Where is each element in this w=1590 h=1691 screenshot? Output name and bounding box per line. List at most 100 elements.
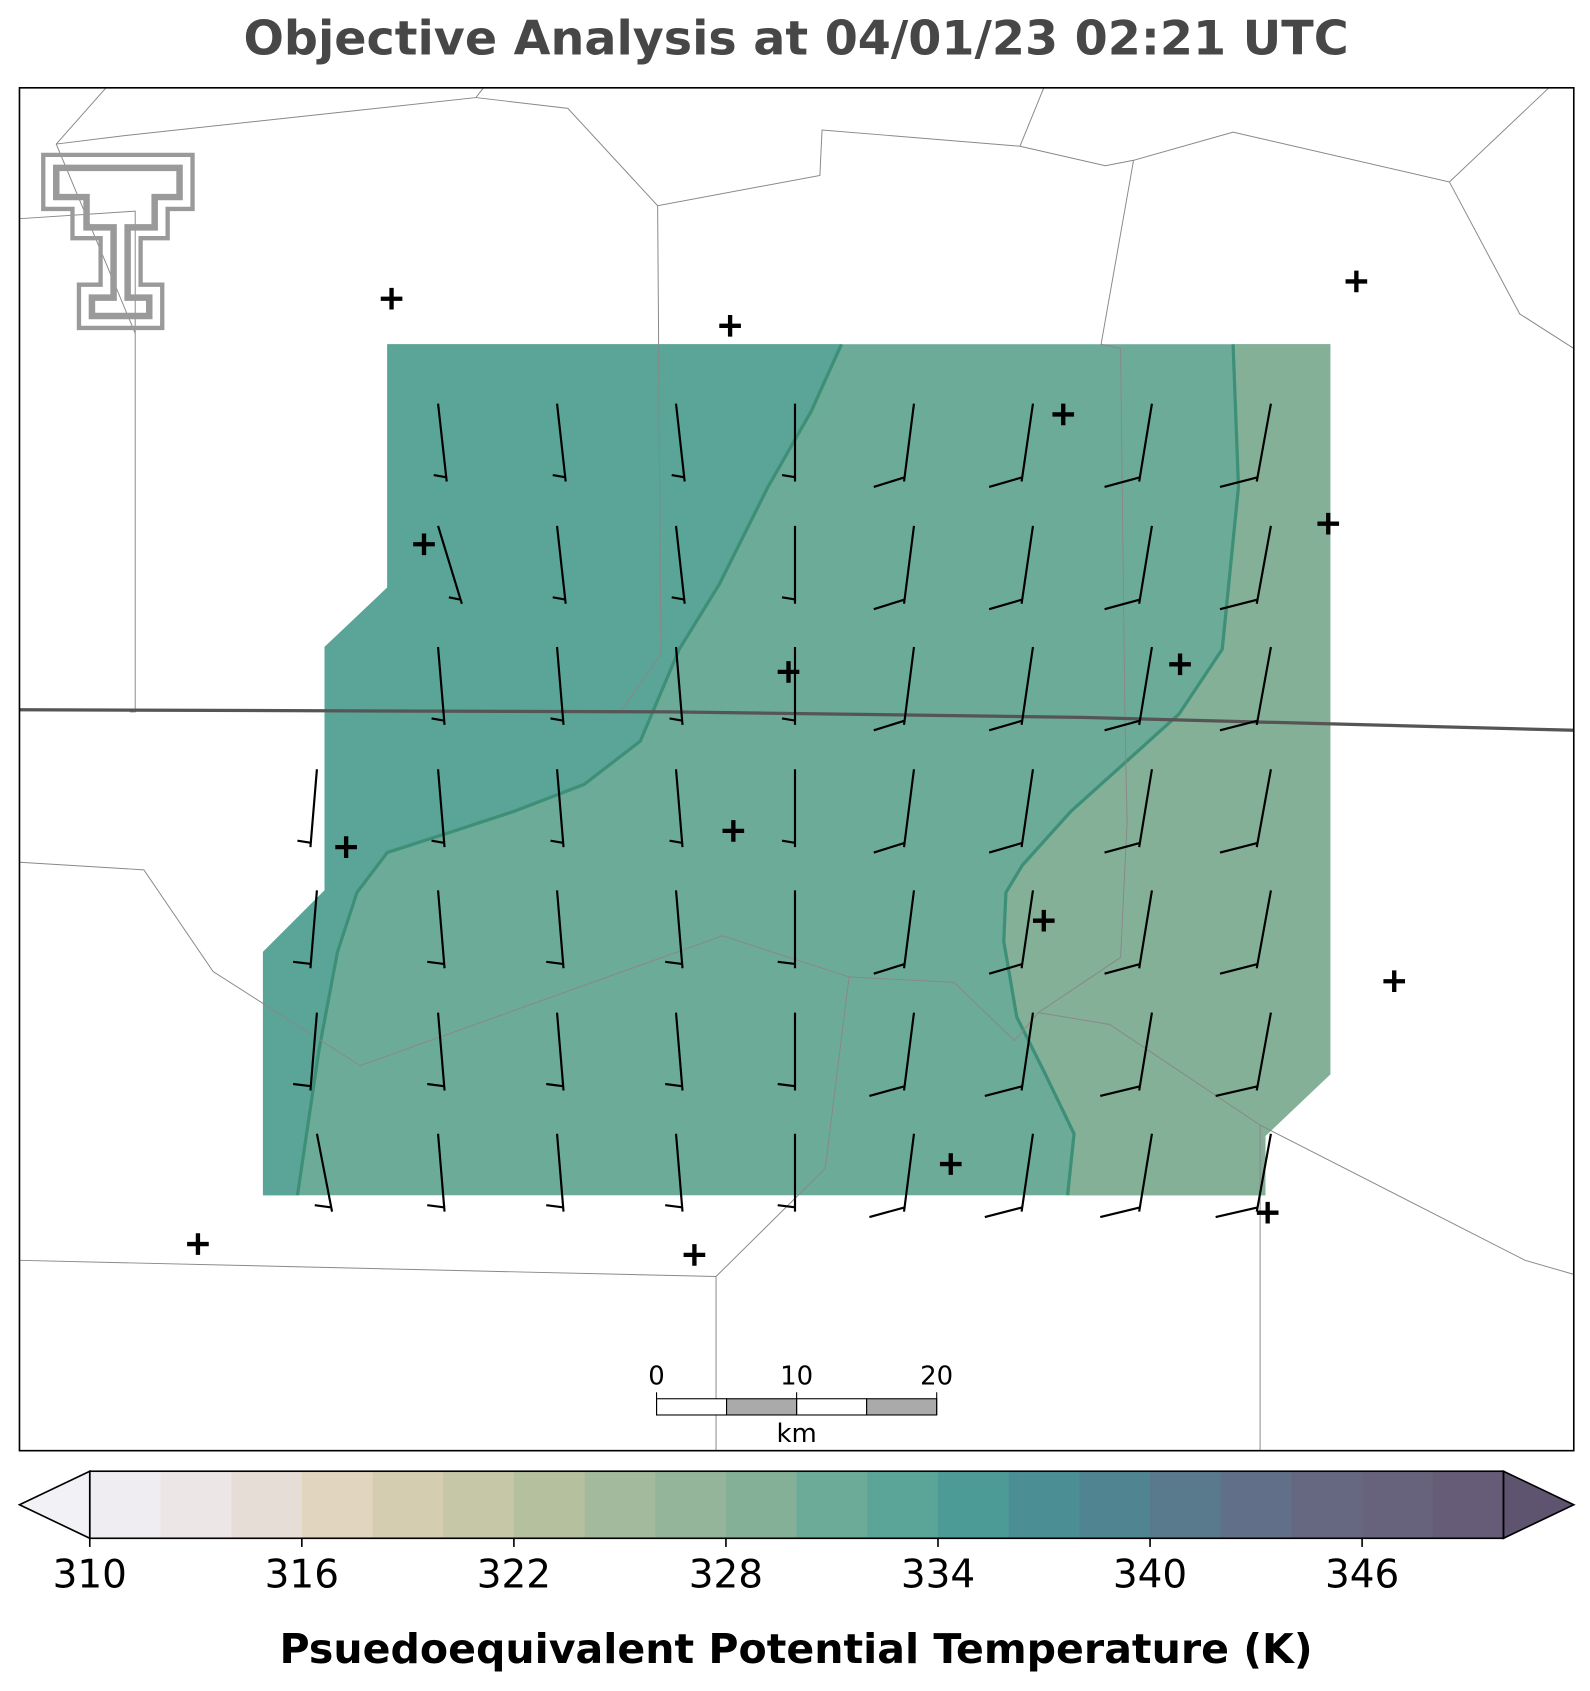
wind-barb [671,525,686,604]
wind-barb [665,1133,684,1212]
title: Objective Analysis at 04/01/23 02:21 UTC [243,11,1348,66]
colorbar-tick-label: 310 [53,1553,127,1598]
colorbar-tick-label: 316 [265,1553,339,1598]
wind-barb [873,769,916,854]
wind-barb [1219,890,1272,975]
wind-barb [546,1133,565,1212]
wind-barb [873,525,916,611]
colorbar-extend [17,1469,91,1540]
wind-barb [781,769,797,848]
colorbar-tick-label: 334 [901,1553,975,1598]
wind-barb [988,403,1035,488]
colorbar-bin [937,1471,1010,1539]
wind-barb [1099,1012,1154,1097]
wind-barb [427,890,446,969]
wind-barb [1104,403,1154,488]
fill-region [1003,344,1331,1196]
wind-barb [988,769,1035,854]
colorbar-bin [1362,1471,1434,1539]
station [413,533,435,556]
colorbar-bin [372,1471,444,1539]
colorbar-bin [1291,1471,1363,1539]
scale-bar: 0 10 20 km [648,1362,953,1449]
scale-segment [726,1398,798,1416]
colorbar-bin [1432,1471,1505,1539]
colorbar-bin [89,1471,162,1539]
station [187,1233,209,1255]
wind-barb [1215,1133,1272,1219]
wind-barb [297,769,318,848]
wind-barb [869,1133,916,1219]
station [1052,403,1075,426]
colorbar-bin [796,1471,868,1539]
colorbar-bin [1150,1471,1222,1539]
wind-barb [988,525,1035,611]
wind-barb [552,525,567,604]
colorbar-tick-label: 346 [1325,1553,1399,1598]
wind-barb [1104,890,1154,975]
wind-barb [292,1012,318,1091]
map-frame [18,87,1575,1452]
station [380,287,403,310]
wind-barb [669,646,684,725]
wind-barb [1099,1133,1154,1219]
colorbar-bin [1008,1471,1080,1539]
contour [1002,344,1241,1196]
wind-barb [552,403,567,482]
wind-barb [1104,525,1154,611]
wind-barb [1215,1012,1272,1097]
wind-barb [546,1012,565,1091]
colorbar-bin [160,1471,232,1539]
wind-barb [431,646,446,725]
stations [187,270,1406,1266]
wind-barb [873,646,916,732]
station [939,1153,962,1175]
colorbar-bin [867,1471,939,1539]
scale-label: 10 [780,1362,813,1392]
wind-barb [984,1012,1035,1097]
logo [41,152,195,331]
colorbar-bin [1220,1471,1292,1539]
colorbar-frame [88,1470,1505,1540]
wind-barb [1219,403,1272,488]
wind-barb [781,525,797,604]
analysis-fill [262,344,1331,1196]
wind-barb [314,1133,334,1212]
colorbar-tick-label: 340 [1113,1553,1187,1598]
colorbar-bin [584,1471,656,1539]
wind-barb [777,890,797,969]
scale-segment [866,1398,938,1416]
colorbar-extend [1502,1469,1576,1540]
wind-barb [550,646,565,725]
wind-barb [777,1133,797,1212]
colorbar: 310 316 322 328 334 340 346 [17,1469,1576,1598]
wind-barb [984,1133,1035,1219]
wind-barb [671,403,686,482]
colorbar-tick-label: 322 [477,1553,551,1598]
wind-barb [781,403,797,482]
colorbar-tick-label: 328 [689,1553,763,1598]
scale-label: 0 [648,1362,665,1392]
colorbar-bin [1079,1471,1151,1539]
wind-barb [433,403,448,482]
wind-barb [1219,769,1272,854]
highway [19,708,1574,732]
station [1317,512,1340,535]
wind-barb [1104,769,1154,854]
station [777,661,800,683]
wind-barb [988,646,1035,732]
map [19,87,1574,1451]
wind-barb [1104,646,1154,732]
wind-barb [1219,525,1272,611]
wind-barb [873,890,916,975]
station [722,820,745,842]
wind-barb [665,1012,684,1091]
station [683,1244,706,1266]
station [1256,1201,1279,1224]
station [1345,270,1368,293]
wind-barb [781,647,797,725]
wind-barb [1219,646,1272,732]
colorbar-label: Psuedoequivalent Potential Temperature (… [279,1625,1312,1673]
scale-segment [796,1398,868,1416]
